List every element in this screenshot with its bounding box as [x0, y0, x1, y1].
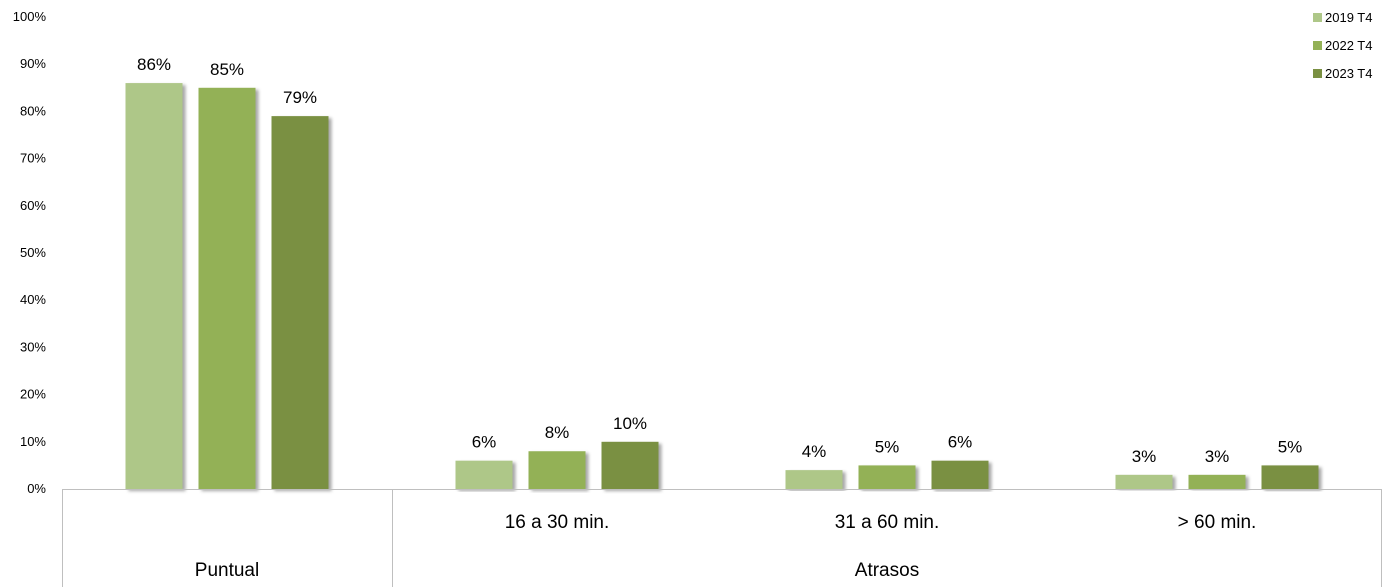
y-tick-label: 60%	[20, 198, 46, 213]
group-label: Puntual	[195, 560, 259, 581]
y-tick-label: 70%	[20, 151, 46, 166]
y-tick-label: 40%	[20, 292, 46, 307]
data-labels: 86% 85% 79% 6% 8% 10% 4% 5% 6% 3% 3% 5%	[137, 55, 1302, 466]
y-tick-label: 90%	[20, 56, 46, 71]
data-label: 5%	[875, 437, 900, 456]
bar-2019-t4	[1115, 474, 1173, 489]
category-label: 16 a 30 min.	[505, 512, 610, 533]
data-label: 6%	[948, 433, 973, 452]
bar-2023-t4	[931, 460, 989, 489]
data-label: 85%	[210, 60, 244, 79]
bar-2022-t4	[528, 451, 586, 489]
bars	[125, 83, 1319, 490]
bar-2019-t4	[785, 470, 843, 489]
y-tick-label: 30%	[20, 339, 46, 354]
legend-label: 2022 T4	[1325, 38, 1372, 53]
bar-2023-t4	[271, 116, 329, 490]
group-label: Atrasos	[855, 560, 919, 581]
bar-2023-t4	[601, 441, 659, 489]
category-label: > 60 min.	[1178, 512, 1257, 533]
y-tick-label: 80%	[20, 103, 46, 118]
data-label: 6%	[472, 433, 497, 452]
legend-swatch	[1313, 41, 1322, 50]
bar-2019-t4	[125, 83, 183, 489]
data-label: 5%	[1278, 437, 1303, 456]
legend-label: 2019 T4	[1325, 10, 1372, 25]
x-axis: Puntual 16 a 30 min. 31 a 60 min. > 60 min.…	[62, 489, 1382, 587]
legend-swatch	[1313, 13, 1322, 22]
y-tick-label: 0%	[27, 481, 46, 496]
y-tick-label: 50%	[20, 245, 46, 260]
data-label: 86%	[137, 55, 171, 74]
bar-2022-t4	[198, 87, 256, 490]
category-label: 31 a 60 min.	[835, 512, 940, 533]
y-tick-label: 10%	[20, 434, 46, 449]
bar-2022-t4	[1188, 474, 1246, 489]
data-label: 4%	[802, 442, 827, 461]
y-tick-label: 20%	[20, 387, 46, 402]
data-label: 3%	[1205, 447, 1230, 466]
bar-2019-t4	[455, 460, 513, 489]
y-tick-label: 100%	[13, 9, 47, 24]
y-axis: 0% 10% 20% 30% 40% 50% 60% 70% 80% 90% 100%	[13, 9, 47, 496]
data-label: 79%	[283, 88, 317, 107]
data-label: 8%	[545, 423, 570, 442]
legend: 2019 T4 2022 T4 2023 T4	[1313, 10, 1372, 81]
bar-2022-t4	[858, 465, 916, 489]
legend-swatch	[1313, 69, 1322, 78]
data-label: 10%	[613, 414, 647, 433]
data-label: 3%	[1132, 447, 1157, 466]
bar-2023-t4	[1261, 465, 1319, 489]
legend-label: 2023 T4	[1325, 66, 1372, 81]
